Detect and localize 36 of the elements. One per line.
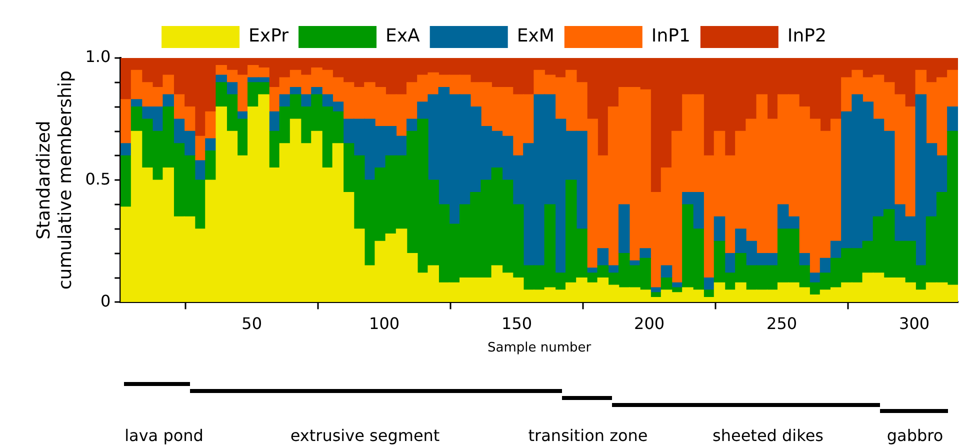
text: extrusive segment xyxy=(290,426,440,445)
x-tick-label: 150 xyxy=(502,314,532,333)
y-tick-label: 1.0 xyxy=(85,47,111,66)
x-axis-title: Sample number xyxy=(488,340,592,356)
bar xyxy=(406,118,418,132)
bar xyxy=(226,82,238,95)
bar xyxy=(205,150,216,180)
text: sheeted dikes xyxy=(712,426,824,445)
bar xyxy=(162,94,174,108)
legend-label: ExA xyxy=(386,26,421,47)
bar xyxy=(597,248,609,266)
text: lava pond xyxy=(124,426,204,445)
bar xyxy=(640,248,651,259)
bar xyxy=(311,86,322,95)
x-tick-label: 100 xyxy=(369,314,400,333)
text: transition zone xyxy=(528,426,648,445)
x-tick-label: 50 xyxy=(242,314,262,333)
y-tick-label: 0.5 xyxy=(85,169,111,188)
legend-label: ExPr xyxy=(248,26,290,47)
legend-label: InP1 xyxy=(651,26,690,47)
bar xyxy=(660,265,672,278)
bar xyxy=(120,155,132,208)
bar xyxy=(120,99,132,144)
x-tick-label: 250 xyxy=(766,314,798,333)
bar xyxy=(290,86,302,95)
x-tick-label: 300 xyxy=(899,314,930,333)
text: gabbro xyxy=(886,426,944,445)
y-tick-label: 0 xyxy=(100,291,111,310)
y-axis-title: Standardized cumulative membership xyxy=(33,70,76,290)
x-tick-label: 200 xyxy=(634,314,665,333)
bar xyxy=(618,204,630,254)
bar xyxy=(130,99,142,108)
legend-label: ExM xyxy=(516,26,554,47)
legend-label: InP2 xyxy=(787,26,826,47)
bar xyxy=(714,216,726,242)
bar xyxy=(947,106,958,132)
